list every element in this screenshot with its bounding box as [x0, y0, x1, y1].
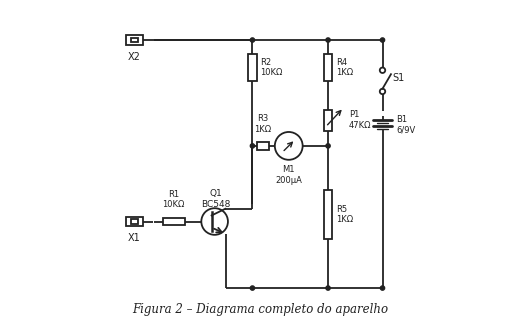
Text: R5
1KΩ: R5 1KΩ — [336, 205, 353, 224]
Text: R2
10KΩ: R2 10KΩ — [261, 57, 283, 77]
Text: P1
47KΩ: P1 47KΩ — [349, 110, 371, 130]
Bar — [324, 190, 332, 239]
Text: B1
6/9V: B1 6/9V — [396, 115, 415, 134]
Text: X1: X1 — [128, 233, 141, 243]
Bar — [324, 110, 332, 131]
Circle shape — [381, 286, 385, 290]
Text: S1: S1 — [392, 73, 405, 83]
Bar — [131, 219, 138, 224]
Bar — [257, 142, 269, 150]
Bar — [324, 54, 332, 81]
Text: R3
1KΩ: R3 1KΩ — [254, 115, 271, 134]
Circle shape — [250, 144, 255, 148]
Circle shape — [381, 38, 385, 42]
Bar — [131, 38, 138, 42]
Circle shape — [201, 208, 228, 235]
Bar — [248, 54, 257, 81]
Circle shape — [326, 286, 330, 290]
Circle shape — [380, 68, 385, 73]
Text: Q1
BC548: Q1 BC548 — [201, 189, 231, 209]
Text: R4
1KΩ: R4 1KΩ — [336, 57, 353, 77]
Text: Figura 2 – Diagrama completo do aparelho: Figura 2 – Diagrama completo do aparelho — [132, 303, 388, 316]
Circle shape — [326, 38, 330, 42]
Text: M1
200μA: M1 200μA — [275, 165, 302, 185]
Bar — [126, 217, 143, 226]
Circle shape — [250, 286, 255, 290]
Bar — [163, 218, 185, 225]
Circle shape — [275, 132, 303, 160]
Circle shape — [326, 144, 330, 148]
Text: X2: X2 — [128, 51, 141, 62]
Circle shape — [250, 38, 255, 42]
Circle shape — [380, 89, 385, 94]
Text: R1
10KΩ: R1 10KΩ — [162, 190, 185, 209]
Bar — [126, 35, 143, 45]
